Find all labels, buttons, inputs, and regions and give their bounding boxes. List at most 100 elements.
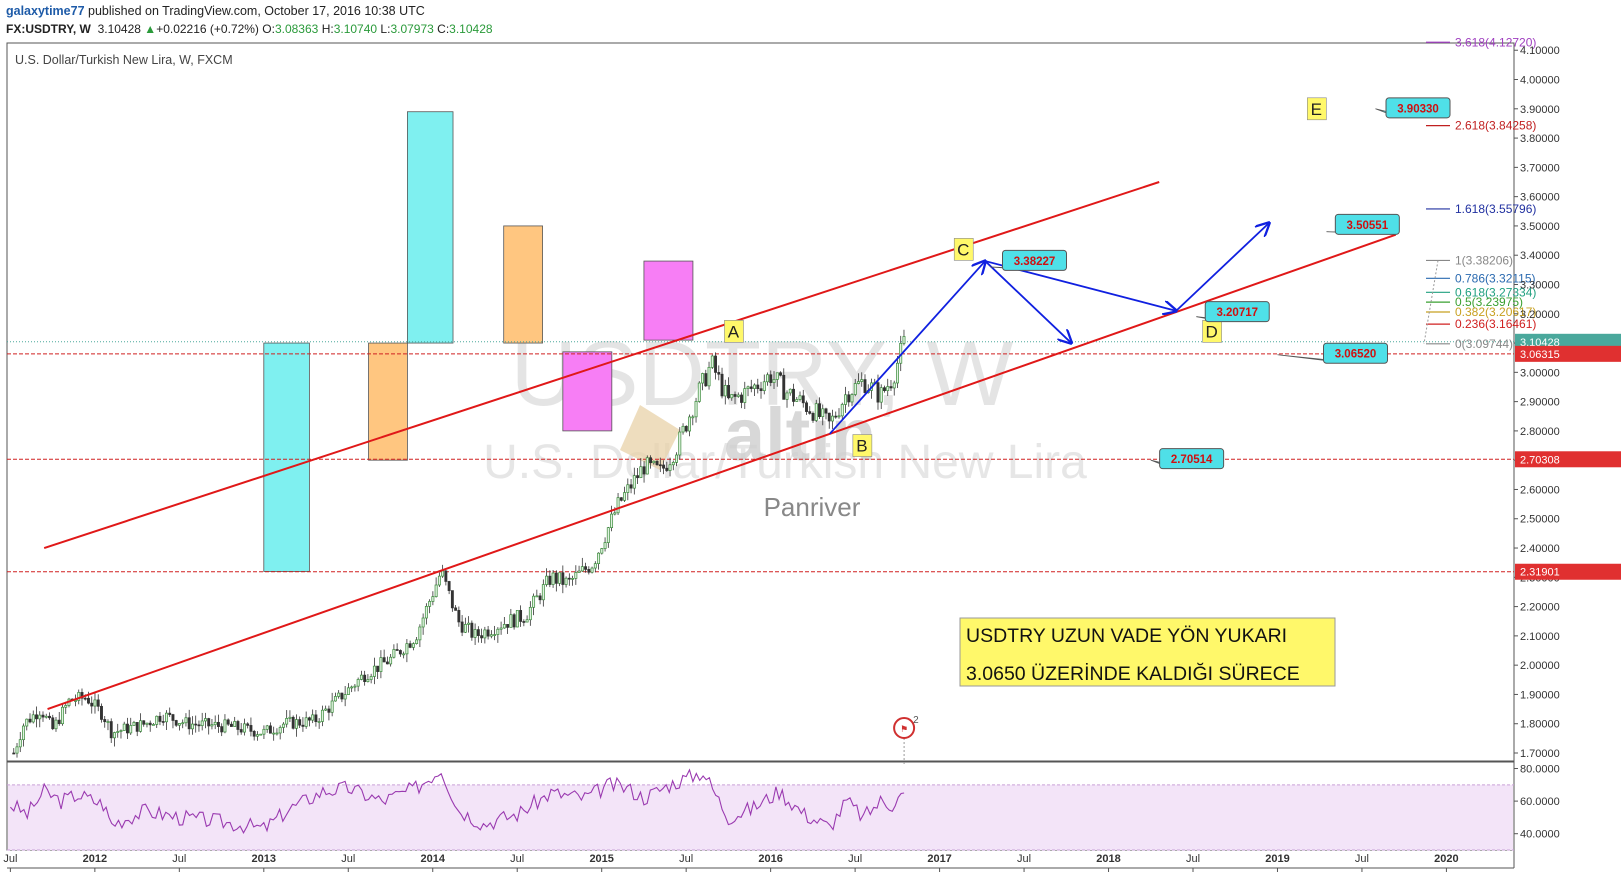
- event-flag-icon[interactable]: [893, 717, 916, 739]
- symbol-label[interactable]: FX:USDTRY, W: [6, 22, 91, 36]
- candle-body-162: [538, 595, 542, 601]
- candle-body-107: [359, 674, 363, 680]
- candle-body-110: [369, 676, 373, 680]
- candle-body-135: [450, 590, 454, 609]
- candle-body-76: [259, 733, 263, 736]
- candle-body-207: [684, 425, 688, 432]
- callout-box-4: [1159, 448, 1225, 470]
- candle-body-249: [821, 408, 825, 418]
- candle-body-237: [782, 374, 786, 400]
- candle-body-123: [411, 643, 415, 648]
- candle-body-13: [54, 719, 58, 730]
- candle-body-92: [311, 714, 315, 721]
- candle-body-15: [61, 706, 64, 725]
- callout-label-2: 3.20717: [1216, 307, 1258, 319]
- candle-body-66: [226, 719, 230, 725]
- candle-body-81: [275, 732, 279, 735]
- candle-body-136: [454, 607, 458, 611]
- candle-body-28: [103, 719, 107, 723]
- rsi-band: [8, 784, 1513, 850]
- time-tick-label-9: 2016: [758, 853, 782, 865]
- candle-body-58: [200, 720, 204, 726]
- candle-body-239: [788, 388, 792, 394]
- candle-body-47: [165, 712, 168, 723]
- candle-body-46: [161, 721, 165, 723]
- candle-body-146: [486, 629, 490, 637]
- price-badge-label-3: 2.70308: [1520, 454, 1560, 466]
- author-link[interactable]: galaxytime77: [6, 4, 85, 18]
- range-box-3: [407, 111, 454, 344]
- fib-label-9: 0.236(3.16461): [1455, 317, 1536, 331]
- callout-box-6: [1385, 97, 1451, 119]
- candle-body-26: [96, 699, 100, 707]
- candle-body-127: [424, 606, 428, 619]
- candle-body-34: [122, 723, 126, 731]
- candle-body-167: [554, 572, 558, 584]
- candle-body-151: [502, 624, 506, 629]
- callout-label-5: 3.50551: [1347, 220, 1389, 232]
- candle-body-139: [463, 624, 467, 633]
- candle-body-74: [252, 731, 256, 737]
- candle-body-266: [876, 382, 880, 403]
- candle-body-97: [327, 708, 331, 713]
- candle-body-36: [129, 725, 133, 734]
- low-label: L:: [380, 22, 391, 36]
- candle-body-99: [333, 696, 337, 702]
- candle-body-242: [798, 395, 802, 400]
- price-tick-label-16: 3.30000: [1520, 279, 1560, 291]
- time-tick-label-15: 2019: [1265, 853, 1289, 865]
- candle-body-134: [447, 581, 451, 591]
- candle-body-160: [532, 595, 536, 608]
- candle-body-154: [512, 614, 516, 628]
- last-price: 3.10428: [97, 22, 141, 36]
- wave-projection-alt-segment-2: [1175, 223, 1269, 312]
- wave-label-a: A: [728, 322, 740, 341]
- candle-body-158: [525, 619, 529, 623]
- event-count: 2: [913, 715, 919, 726]
- candle-body-98: [330, 700, 334, 713]
- candle-body-38: [135, 722, 139, 732]
- candle-body-181: [600, 548, 604, 554]
- candle-body-257: [847, 394, 851, 403]
- close-label: C:: [437, 22, 450, 36]
- candle-body-148: [493, 634, 497, 636]
- candle-body-213: [704, 373, 708, 387]
- candle-body-187: [619, 497, 623, 501]
- candle-body-165: [548, 575, 552, 585]
- price-tick-label-21: 3.80000: [1520, 133, 1560, 145]
- candle-body-128: [428, 601, 432, 607]
- candle-body-69: [236, 721, 240, 730]
- low-value: 3.07973: [390, 22, 434, 36]
- time-tick-label-1: 2012: [83, 853, 107, 865]
- wave-label-e: E: [1311, 100, 1322, 119]
- candle-body-31: [113, 732, 116, 739]
- time-tick-label-14: Jul: [1186, 853, 1200, 865]
- candle-body-236: [779, 372, 782, 376]
- candle-body-179: [593, 563, 597, 569]
- range-box-4: [503, 225, 543, 344]
- candle-body-61: [210, 724, 214, 727]
- candle-body-4: [25, 718, 29, 727]
- candle-body-0: [12, 752, 16, 755]
- candle-body-271: [892, 382, 896, 389]
- candle-body-79: [268, 725, 272, 734]
- candle-body-8: [38, 714, 42, 720]
- candle-body-241: [795, 399, 799, 402]
- candle-body-198: [655, 460, 659, 466]
- candle-body-35: [126, 723, 129, 734]
- candle-body-159: [528, 606, 532, 621]
- event-flag-glyph: ⚑: [900, 724, 908, 734]
- candle-body-246: [811, 413, 815, 421]
- candle-body-186: [616, 497, 620, 514]
- candle-body-216: [714, 355, 717, 373]
- candle-body-11: [48, 715, 51, 719]
- candle-body-48: [168, 712, 172, 715]
- candle-body-201: [665, 467, 669, 471]
- candle-body-243: [801, 395, 805, 404]
- candle-body-77: [262, 728, 266, 735]
- candle-body-238: [785, 392, 789, 400]
- candle-body-261: [860, 379, 864, 382]
- publish-line: galaxytime77 published on TradingView.co…: [6, 4, 425, 18]
- candle-body-267: [879, 387, 883, 403]
